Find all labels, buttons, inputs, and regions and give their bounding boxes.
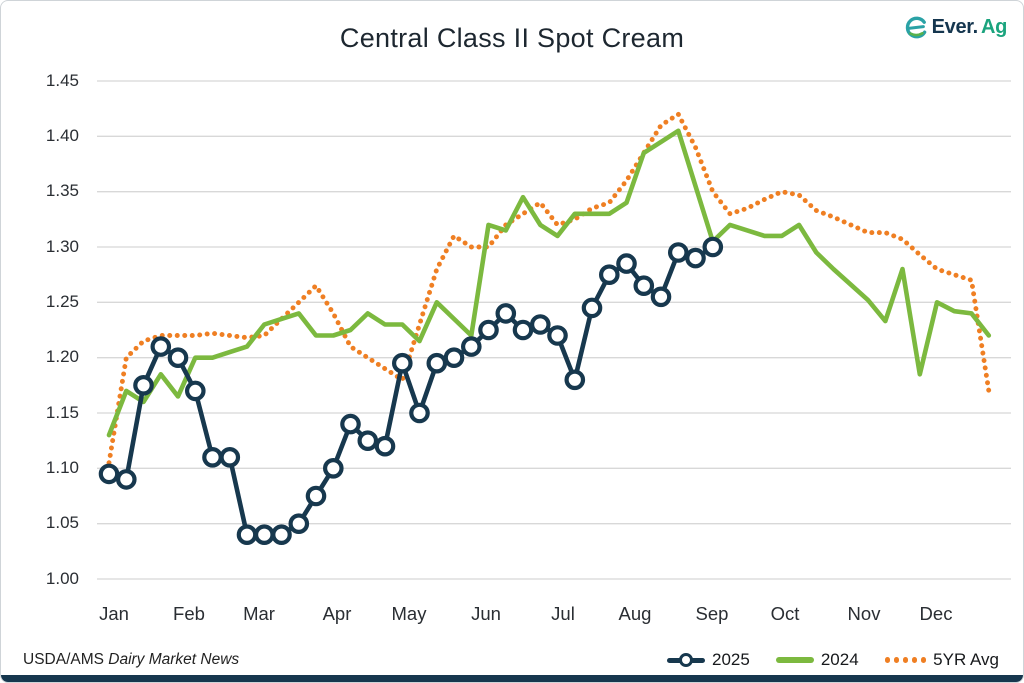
series-marker-2025 [581,297,603,319]
series-marker-2025 [667,242,689,263]
series-marker-2025 [685,247,706,269]
x-month-label: May [391,603,427,624]
y-tick-label: 1.30 [45,236,79,256]
series-marker-2025 [495,303,517,324]
x-month-label: Jan [99,603,129,624]
series-marker-2025 [185,380,206,402]
legend-item-5yr-avg: 5YR Avg [884,650,999,670]
y-tick-label: 1.05 [45,513,79,533]
legend-swatch-2025 [667,652,705,668]
series-marker-2025 [409,402,430,424]
legend-label-2025: 2025 [712,650,750,669]
series-marker-2025 [460,336,482,357]
source-publication: Dairy Market News [108,651,240,668]
x-month-label: Oct [770,603,800,624]
series-marker-2025 [616,253,637,274]
series-marker-2025 [426,352,448,374]
series-marker-2025 [253,524,275,545]
x-month-label: Nov [847,603,881,624]
legend-label-2024: 2024 [820,650,859,669]
series-marker-2025 [202,446,223,468]
legend: 2025 2024 5YR Avg [667,650,999,670]
logo-text-ever: Ever. [931,16,979,38]
source-agency: USDA/AMS [23,651,109,668]
legend-label-5yr-avg: 5YR Avg [933,650,999,669]
series-line-5yr-avg [106,110,992,466]
series-marker-2025 [167,347,189,368]
chart-footer: USDA/AMS Dairy Market News 2025 2024 5YR… [23,645,999,675]
series-marker-2025 [357,430,379,451]
series-marker-2025 [564,369,586,391]
series-marker-2025 [98,463,120,485]
y-tick-label: 1.25 [45,291,79,311]
legend-item-2025: 2025 [667,650,750,670]
x-month-label: Feb [173,603,205,624]
series-marker-2025 [598,264,620,285]
y-tick-label: 1.20 [45,347,79,367]
series-marker-2025 [219,446,241,468]
series-marker-2025 [322,457,344,479]
y-tick-label: 1.40 [45,125,79,145]
series-marker-2025 [374,435,396,457]
series-marker-2025 [116,469,137,490]
bottom-accent-bar [1,675,1023,682]
legend-swatch-2024 [775,657,814,663]
series-marker-2025 [650,286,672,308]
y-tick-label: 1.00 [45,568,79,588]
chart-plot [97,80,1011,580]
series-marker-2025 [133,374,154,396]
y-tick-label: 1.35 [45,181,79,201]
x-month-label: Mar [243,603,275,624]
x-month-label: Sep [695,603,729,624]
series-marker-2025 [391,352,413,374]
series-marker-2025 [150,336,172,357]
y-tick-label: 1.45 [45,70,79,90]
x-month-label: Jun [471,603,501,624]
everag-logo: Ever. Ag [904,15,1007,40]
chart-title: Central Class II Spot Cream [339,23,685,53]
series-marker-2025 [633,275,655,296]
x-month-label: Dec [919,603,953,624]
source-text: USDA/AMS Dairy Market News [23,651,239,669]
series-marker-2025 [529,314,551,335]
x-month-label: Aug [618,603,652,624]
logo-text-ag: Ag [980,16,1007,38]
x-month-label: Apr [322,603,352,624]
chart-area: 1.45 1.40 1.35 1.30 1.25 1.20 1.15 1.10 1.05 1.00… [1,1,1024,641]
legend-swatch-5yr-avg [884,657,927,663]
x-month-label: Jul [551,603,575,624]
everag-logo-icon [905,16,926,39]
series-marker-2025 [305,485,327,507]
series-line-2024 [106,128,992,438]
y-tick-label: 1.10 [45,457,79,477]
series-marker-2025 [478,319,499,341]
series-marker-2025 [236,524,258,545]
series-marker-2025 [271,524,292,545]
series-marker-2025 [340,413,361,435]
series-marker-2025 [443,347,465,368]
series-marker-2025 [512,319,534,341]
series-marker-2025 [702,236,724,258]
series-marker-2025 [288,513,310,534]
y-tick-label: 1.15 [45,402,79,422]
legend-item-2024: 2024 [775,650,859,670]
series-marker-2025 [547,325,568,346]
